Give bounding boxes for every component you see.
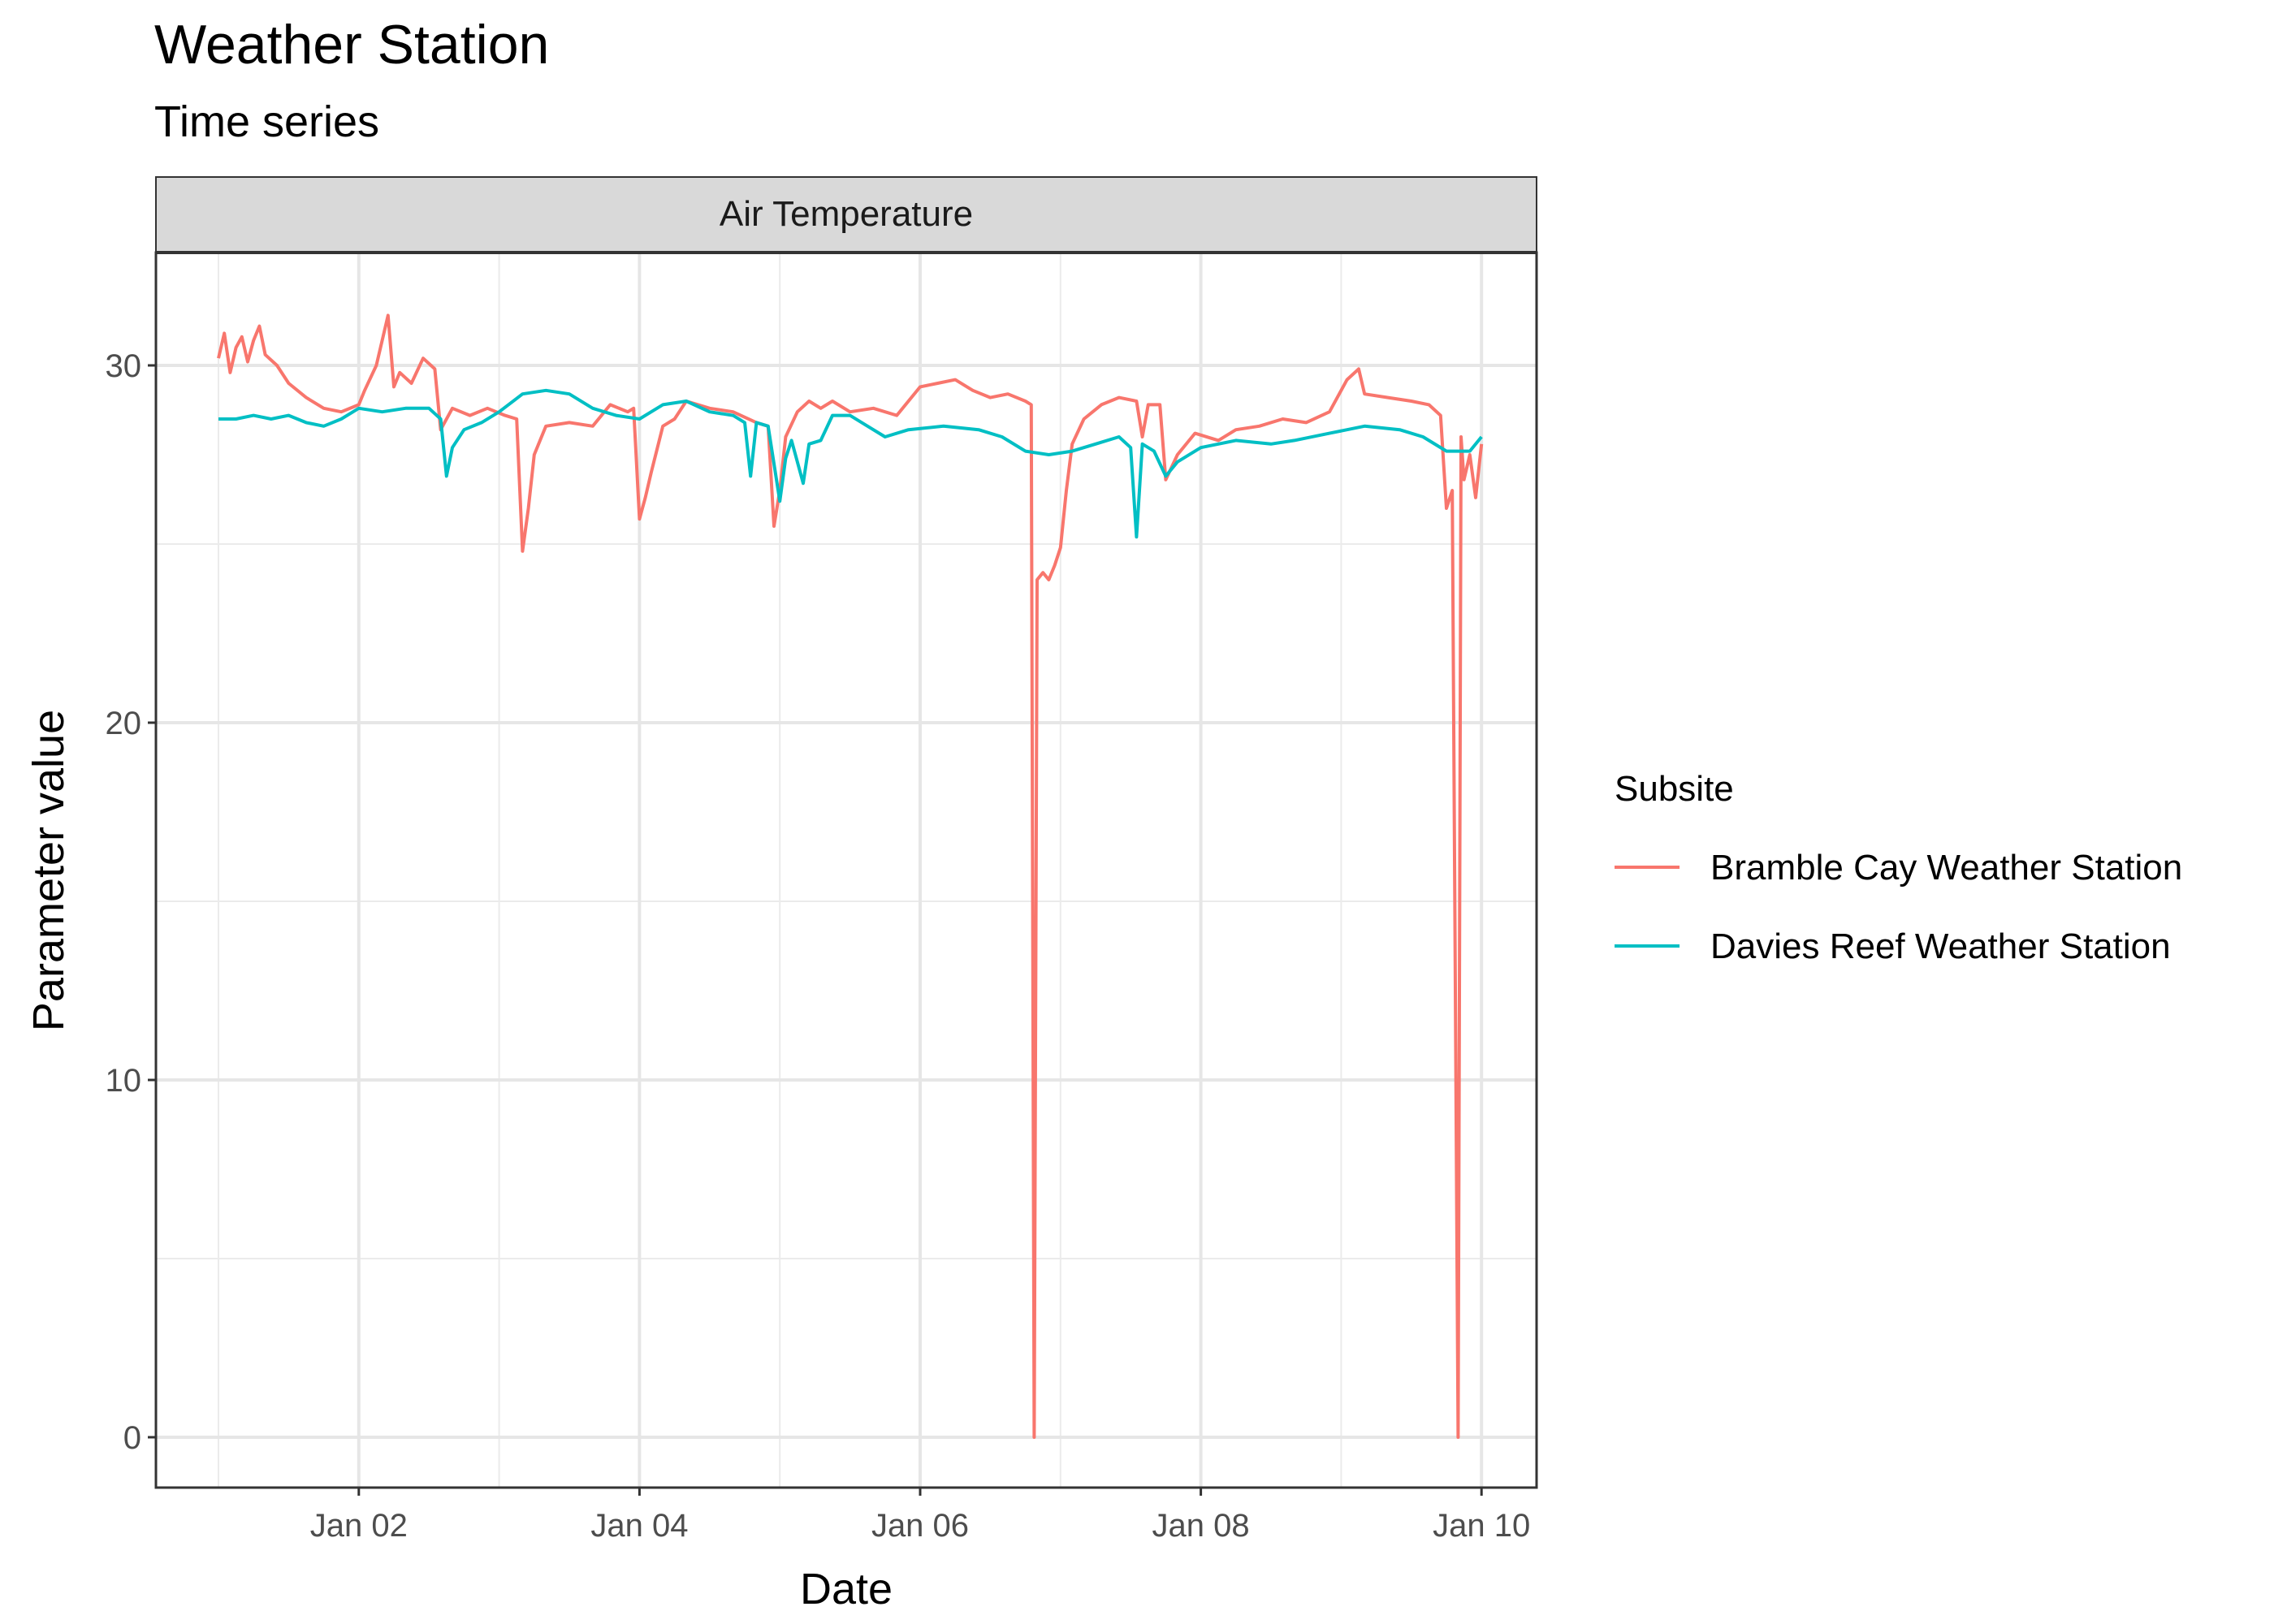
legend: Subsite Bramble Cay Weather Station Davie…: [1615, 769, 2182, 966]
y-axis-title: Parameter value: [24, 710, 73, 1031]
x-axis: Jan 02 Jan 04 Jan 06 Jan 08 Jan 10: [310, 1488, 1530, 1544]
grid: [156, 253, 1537, 1488]
y-tick-label: 10: [106, 1063, 142, 1099]
x-tick-label: Jan 08: [1152, 1508, 1250, 1544]
chart-title: Weather Station: [154, 14, 549, 76]
x-tick-label: Jan 04: [590, 1508, 688, 1544]
plot-panel: [156, 253, 1537, 1488]
y-tick-label: 20: [106, 706, 142, 741]
facet-strip: Air Temperature: [155, 176, 1537, 253]
legend-entry-label: Davies Reef Weather Station: [1710, 926, 2171, 966]
series-line-1: [217, 313, 1484, 1439]
y-tick-label: 0: [123, 1420, 141, 1456]
x-tick-label: Jan 10: [1433, 1508, 1530, 1544]
x-axis-title: Date: [800, 1565, 893, 1613]
legend-entry-label: Bramble Cay Weather Station: [1710, 848, 2182, 888]
legend-title: Subsite: [1615, 769, 1734, 809]
series-line-2: [218, 388, 1483, 539]
x-tick-label: Jan 02: [310, 1508, 408, 1544]
y-axis: 0 10 20 30: [106, 348, 156, 1456]
x-tick-label: Jan 06: [871, 1508, 969, 1544]
chart-subtitle: Time series: [154, 97, 379, 146]
facet-label: Air Temperature: [720, 194, 973, 234]
series-lines: [217, 313, 1484, 1439]
y-tick-label: 30: [106, 348, 142, 384]
